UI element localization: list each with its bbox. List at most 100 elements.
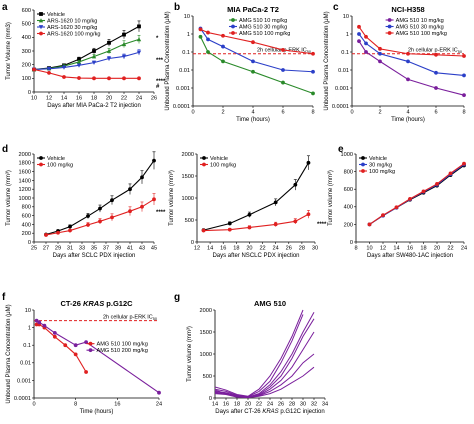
legend-label: ARS-1620 10 mg/kg	[47, 19, 97, 25]
data-point	[311, 91, 315, 96]
data-point	[128, 209, 132, 214]
series-line	[358, 26, 465, 57]
x-tick-label: 43	[139, 246, 145, 252]
panel-letter: e	[338, 144, 344, 155]
x-tick-label: 6	[434, 110, 437, 116]
data-point	[421, 189, 426, 194]
data-point	[128, 187, 132, 192]
y-axis-label: Tumor volume (mm³)	[169, 170, 175, 226]
y-tick-label: 200	[344, 222, 353, 228]
series-line	[358, 40, 465, 96]
data-point	[121, 54, 127, 59]
x-tick-label: 25	[31, 246, 37, 252]
data-point	[92, 76, 96, 81]
data-point	[378, 59, 382, 64]
data-point	[434, 70, 438, 75]
data-point	[206, 50, 210, 54]
y-tick-label: 1500	[182, 174, 194, 180]
data-point	[435, 182, 439, 186]
x-tick-label: 10	[31, 96, 37, 102]
x-tick-label: 22	[256, 402, 262, 408]
data-point	[52, 330, 57, 335]
data-point	[364, 50, 368, 54]
legend-label: AMG 510 100 mg/kg	[97, 342, 148, 348]
y-tick-label: 0	[350, 240, 353, 246]
x-tick-label: 2	[378, 110, 381, 116]
data-point	[137, 24, 141, 29]
data-point	[86, 222, 90, 227]
data-point	[152, 158, 156, 163]
x-axis-label: Time (hours)	[391, 117, 425, 123]
legend-label: AMG 510 30 mg/kg	[239, 25, 287, 31]
data-point	[136, 37, 142, 42]
data-point	[434, 86, 438, 90]
legend-marker	[88, 348, 93, 353]
x-tick-label: 14	[212, 402, 218, 408]
data-point	[107, 76, 111, 81]
data-point	[63, 343, 68, 348]
data-point	[201, 228, 206, 233]
legend-marker	[38, 18, 44, 23]
data-point	[311, 51, 315, 56]
legend-marker	[88, 341, 93, 346]
data-point	[56, 230, 60, 235]
legend-label: AMG 510 30 mg/kg	[396, 25, 444, 31]
series-line	[214, 366, 315, 399]
data-point	[137, 76, 141, 81]
legend-marker	[387, 24, 392, 29]
y-tick-label: 0.0001	[173, 104, 190, 110]
data-point	[77, 76, 81, 80]
data-point	[110, 198, 114, 203]
data-point	[306, 160, 311, 165]
y-tick-label: 400	[344, 205, 353, 211]
legend-label: AMG 510 200 mg/kg	[97, 348, 148, 354]
data-point	[140, 175, 144, 180]
chart-title: CT-26 KRAS p.G12C	[60, 299, 133, 308]
series-line	[203, 213, 309, 232]
legend-marker	[202, 156, 206, 160]
data-point	[77, 57, 81, 62]
x-tick-label: 16	[76, 96, 82, 102]
data-point	[68, 224, 72, 229]
x-tick-label: 26	[286, 246, 292, 252]
legend-label: 100 mg/kg	[47, 163, 73, 169]
y-tick-label: 1800	[19, 161, 31, 167]
legend-marker	[387, 18, 392, 22]
x-tick-label: 39	[115, 246, 121, 252]
data-point	[106, 56, 112, 61]
x-tick-label: 24	[273, 246, 279, 252]
chart-panel-f: 0 8 16 24 0.0001 0.001 0.01 0.1 1 10 Time (hours) U…	[2, 292, 162, 415]
data-point	[86, 214, 90, 218]
legend-label: 100 mg/kg	[210, 163, 236, 169]
series-line	[214, 331, 315, 398]
data-point	[406, 77, 410, 82]
y-tick-label: 1	[187, 32, 190, 38]
x-tick-label: 24	[267, 402, 273, 408]
data-point	[293, 219, 298, 224]
legend-marker	[39, 162, 43, 167]
y-tick-label: 1	[346, 32, 349, 38]
data-point	[110, 215, 114, 220]
data-point	[47, 70, 51, 75]
x-axis-label-part: injection	[301, 409, 325, 415]
y-tick-label: 0.1	[341, 50, 349, 56]
x-tick-label: 24	[156, 402, 162, 408]
x-tick-label: 41	[127, 246, 133, 252]
x-tick-label: 24	[136, 96, 142, 102]
y-tick-label: 1000	[182, 196, 194, 202]
x-tick-label: 26	[151, 96, 157, 102]
data-point	[84, 340, 88, 345]
x-tick-label: 14	[393, 246, 399, 252]
y-tick-label: 100	[22, 76, 31, 82]
reference-line-label: 2h cellular p-ERK IC50	[103, 315, 157, 322]
x-axis-label: Days after NSCLC PDX injection	[212, 253, 299, 259]
y-tick-label: 1400	[19, 178, 31, 184]
x-tick-label: 34	[322, 402, 328, 408]
data-point	[281, 80, 285, 85]
legend-marker	[38, 25, 44, 30]
y-tick-label: 2000	[19, 152, 31, 158]
legend-marker	[202, 162, 206, 167]
y-tick-label: 2000	[182, 152, 194, 158]
legend-label: AMG 510 100 mg/kg	[239, 31, 290, 37]
panel-letter: b	[174, 2, 180, 13]
